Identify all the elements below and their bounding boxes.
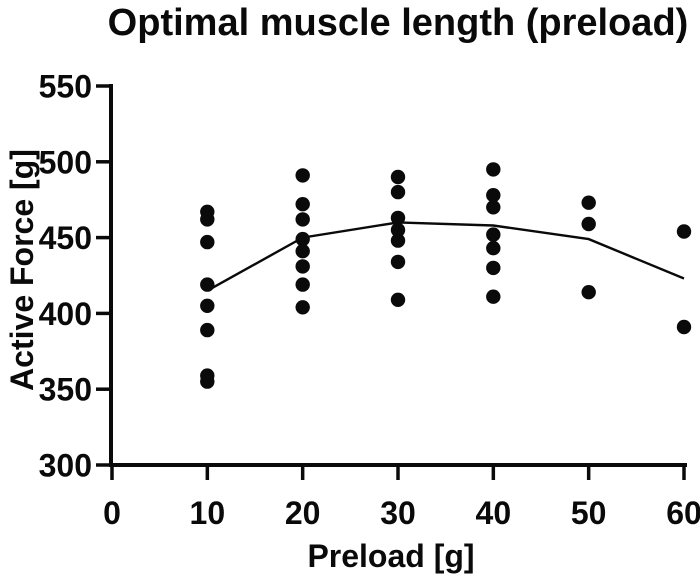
data-point <box>676 319 692 335</box>
x-tick-label: 30 <box>380 495 416 531</box>
data-point <box>486 260 501 276</box>
data-point <box>390 292 406 307</box>
x-tick-label: 10 <box>190 495 226 531</box>
data-point <box>390 184 406 200</box>
data-point <box>200 277 215 292</box>
x-axis-label: Preload [g] <box>307 538 475 574</box>
data-point <box>295 231 310 247</box>
x-tick-label: 20 <box>285 495 321 531</box>
data-point <box>486 162 501 177</box>
x-tick-label: 0 <box>103 495 121 531</box>
y-tick-label: 300 <box>39 448 92 484</box>
data-point <box>581 216 596 232</box>
data-point <box>581 195 596 210</box>
chart-title: Optimal muscle length (preload) <box>107 2 689 44</box>
data-point <box>390 222 406 238</box>
y-tick-label: 450 <box>39 220 92 256</box>
data-point <box>295 212 310 227</box>
data-point <box>390 169 406 185</box>
data-point <box>200 234 215 250</box>
data-point <box>295 168 310 183</box>
data-point <box>486 188 501 203</box>
data-point <box>390 210 406 226</box>
data-point <box>486 241 501 256</box>
data-point <box>676 224 692 239</box>
data-point <box>295 244 310 259</box>
data-point <box>295 300 310 315</box>
data-point <box>390 254 406 270</box>
x-tick-label: 50 <box>571 495 607 531</box>
data-point <box>200 298 215 313</box>
data-point <box>486 200 501 215</box>
y-tick-label: 400 <box>39 296 92 332</box>
data-point <box>200 322 215 338</box>
mean-line <box>206 221 685 292</box>
x-tick-label: 40 <box>476 495 512 531</box>
data-point <box>390 233 406 248</box>
data-point <box>486 227 501 242</box>
y-tick-label: 550 <box>39 69 92 105</box>
data-point <box>200 374 215 389</box>
data-point <box>295 197 310 212</box>
y-tick-label: 350 <box>39 372 92 408</box>
data-point <box>581 285 596 300</box>
x-tick-label: 60 <box>666 495 700 531</box>
y-tick-label: 500 <box>39 144 92 180</box>
data-point <box>486 289 501 304</box>
data-point <box>295 277 310 292</box>
data-point <box>295 259 310 274</box>
data-point <box>200 212 215 227</box>
